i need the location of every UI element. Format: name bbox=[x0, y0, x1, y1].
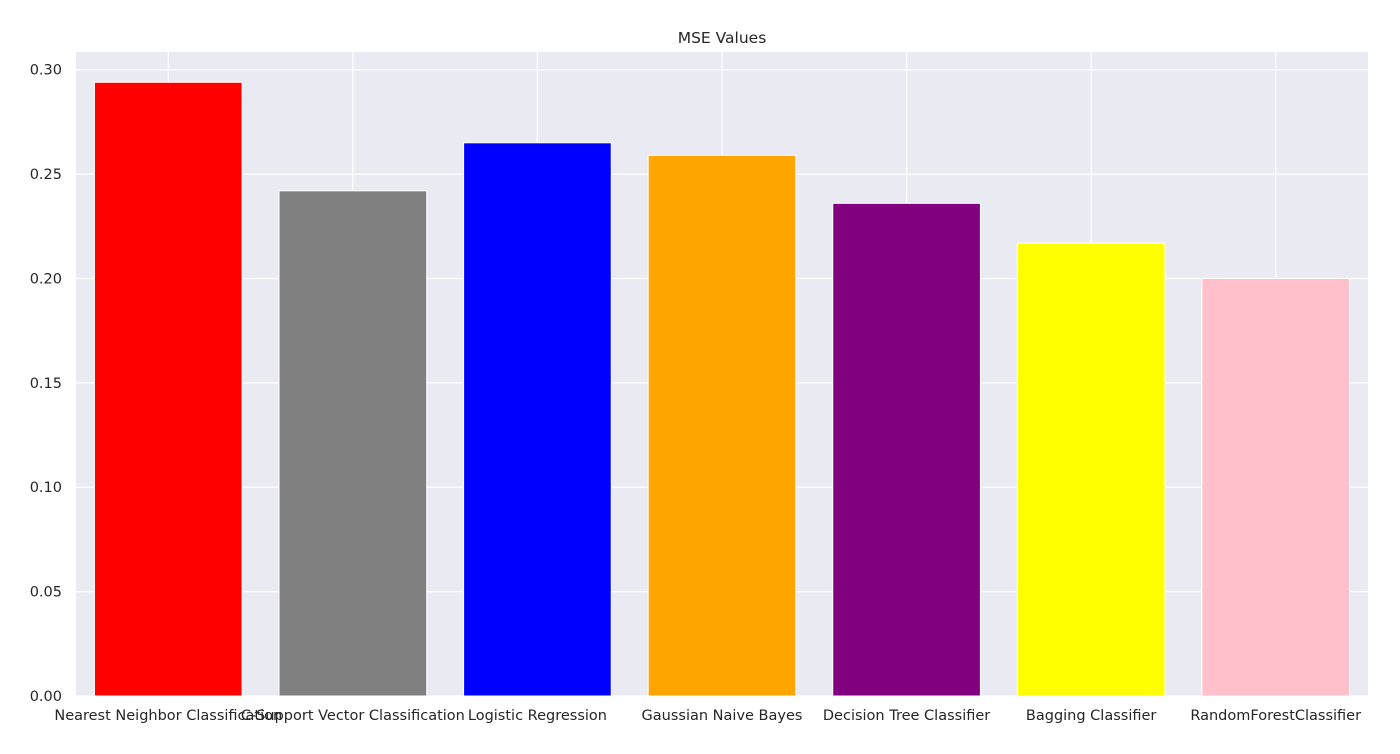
bar bbox=[278, 190, 428, 697]
bar bbox=[647, 154, 797, 697]
y-tick-label: 0.25 bbox=[30, 167, 62, 183]
y-tick-label: 0.15 bbox=[30, 376, 62, 392]
bar bbox=[1201, 277, 1351, 697]
bar bbox=[93, 81, 243, 697]
x-tick-label: C-Support Vector Classification bbox=[241, 708, 465, 724]
y-tick-label: 0.10 bbox=[30, 480, 62, 496]
x-tick-label: Bagging Classifier bbox=[1026, 708, 1157, 724]
x-tick-label: Decision Tree Classifier bbox=[823, 708, 990, 724]
y-tick-label: 0.30 bbox=[30, 63, 62, 79]
y-tick-label: 0.20 bbox=[30, 271, 62, 287]
y-tick-label: 0.05 bbox=[30, 585, 62, 601]
y-tick-label: 0.00 bbox=[30, 689, 62, 705]
bar bbox=[1016, 242, 1166, 697]
x-tick-label: RandomForestClassifier bbox=[1190, 708, 1361, 724]
x-tick-label: Gaussian Naive Bayes bbox=[642, 708, 803, 724]
x-tick-label: Nearest Neighbor Classification bbox=[54, 708, 282, 724]
chart-title: MSE Values bbox=[678, 29, 767, 47]
y-axis-ticks: 0.00 0.05 0.10 0.15 0.20 0.25 0.30 bbox=[30, 63, 62, 705]
x-tick-label: Logistic Regression bbox=[468, 708, 607, 724]
bar bbox=[832, 202, 981, 697]
bars bbox=[93, 81, 1351, 697]
bar bbox=[463, 142, 612, 697]
x-axis-ticks: Nearest Neighbor ClassificationC-Support… bbox=[54, 708, 1361, 724]
